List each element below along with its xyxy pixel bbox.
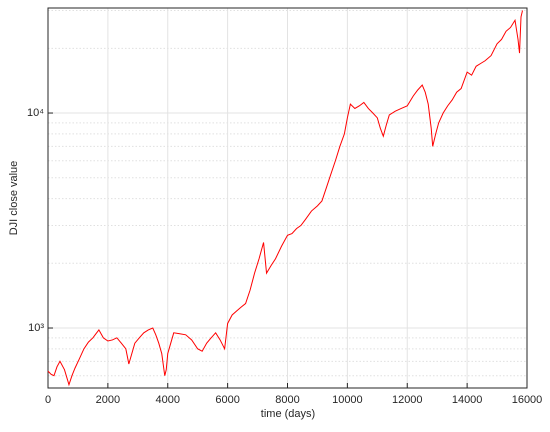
x-axis-label: time (days) <box>261 408 315 420</box>
y-tick-label: 10⁴ <box>27 107 44 119</box>
data-line <box>47 10 523 387</box>
x-tick-label: 10000 <box>332 394 363 406</box>
x-tick-label: 16000 <box>512 394 543 406</box>
x-tick-label: 6000 <box>215 394 239 406</box>
plot-frame <box>47 7 528 389</box>
x-tick-label: 0 <box>45 394 51 406</box>
x-tick-label: 12000 <box>392 394 423 406</box>
y-axis-label: DJI close value <box>8 161 20 236</box>
x-tick-label: 4000 <box>156 394 180 406</box>
x-tick-label: 14000 <box>452 394 483 406</box>
y-tick-label: 10³ <box>28 322 44 334</box>
x-tick-label: 8000 <box>275 394 299 406</box>
x-tick-label: 2000 <box>96 394 120 406</box>
